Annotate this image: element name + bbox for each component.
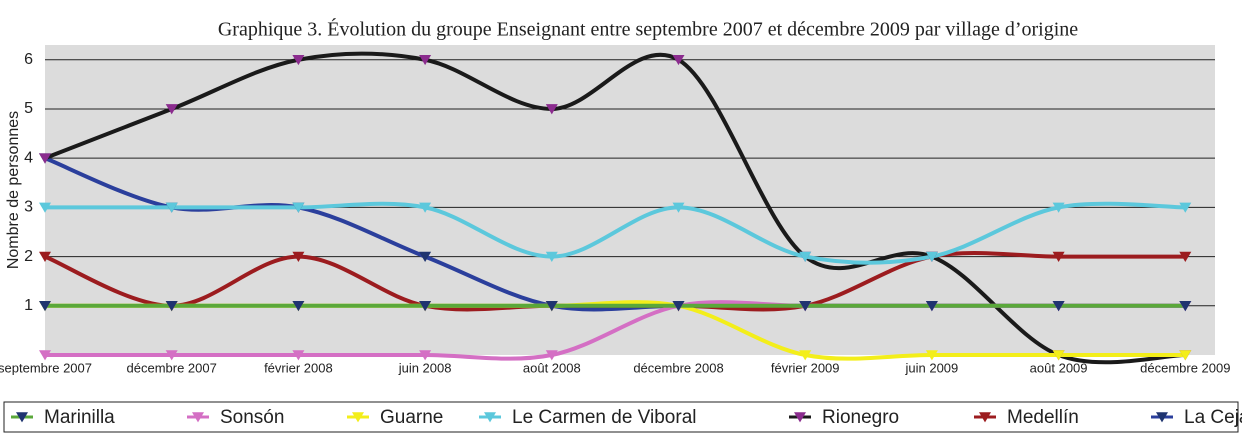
series-line	[44, 51, 1186, 365]
legend-label: Rionegro	[822, 407, 899, 428]
marker	[1052, 251, 1065, 262]
marker	[292, 300, 305, 312]
legend-marker	[16, 412, 28, 423]
marker	[39, 300, 51, 312]
marker	[165, 300, 178, 312]
y-tick-label: 5	[24, 100, 33, 117]
marker	[292, 251, 305, 262]
legend-label: Medellín	[1007, 407, 1079, 428]
marker	[925, 350, 938, 361]
marker	[925, 251, 938, 262]
legend-marker	[1156, 412, 1168, 423]
marker	[545, 104, 558, 115]
marker	[1179, 202, 1192, 213]
marker	[672, 300, 685, 312]
legend-marker	[192, 412, 204, 423]
y-tick-label: 6	[24, 51, 33, 68]
y-tick-label: 4	[24, 149, 33, 166]
marker	[39, 350, 51, 361]
legend-marker	[794, 412, 806, 423]
marker	[545, 350, 558, 361]
marker	[799, 251, 812, 262]
marker	[419, 251, 432, 262]
legend-marker	[484, 412, 496, 423]
y-axis-label: Nombre de personnes	[5, 111, 22, 269]
marker	[292, 350, 305, 361]
marker	[1179, 300, 1192, 312]
marker	[165, 202, 178, 213]
legend-marker	[979, 412, 991, 423]
marker	[165, 350, 178, 361]
legend-label: La Ceja	[1184, 407, 1242, 428]
x-tick-label: août 2008	[523, 360, 581, 375]
marker	[165, 104, 178, 115]
marker	[799, 350, 812, 361]
legend-label: Guarne	[380, 407, 443, 428]
legend-marker	[352, 412, 364, 423]
x-tick-label: juin 2008	[398, 360, 452, 375]
marker	[419, 350, 432, 361]
marker	[672, 54, 685, 66]
marker	[419, 202, 432, 213]
marker	[672, 202, 685, 213]
legend-label: Marinilla	[44, 407, 115, 428]
y-tick-label: 1	[24, 297, 33, 314]
x-tick-label: décembre 2007	[127, 360, 217, 375]
x-tick-label: décembre 2009	[1140, 360, 1230, 375]
x-tick-label: décembre 2008	[633, 360, 723, 375]
marker	[39, 153, 51, 164]
x-tick-label: juin 2009	[905, 360, 959, 375]
y-tick-label: 2	[24, 248, 33, 265]
y-tick-label: 3	[24, 199, 33, 216]
marker	[1052, 350, 1065, 361]
series-line	[45, 201, 1186, 265]
chart-title: Graphique 3. Évolution du groupe Enseign…	[218, 18, 1078, 41]
marker	[925, 300, 938, 312]
marker	[39, 202, 51, 213]
x-tick-label: septembre 2007	[0, 360, 92, 375]
marker	[1179, 251, 1192, 262]
x-tick-label: août 2009	[1030, 360, 1088, 375]
marker	[1052, 300, 1065, 312]
legend-label: Sonsón	[220, 407, 284, 428]
marker	[799, 300, 812, 312]
marker	[419, 300, 432, 312]
marker	[39, 251, 51, 262]
marker	[545, 300, 558, 312]
marker	[545, 251, 558, 262]
marker	[292, 202, 305, 213]
x-tick-label: février 2008	[264, 360, 333, 375]
marker	[1179, 350, 1192, 361]
marker	[292, 54, 305, 66]
legend-box	[3, 401, 1239, 433]
legend-label: Le Carmen de Viboral	[512, 407, 696, 428]
marker	[1052, 202, 1065, 213]
x-tick-label: février 2009	[771, 360, 840, 375]
marker	[419, 54, 432, 66]
